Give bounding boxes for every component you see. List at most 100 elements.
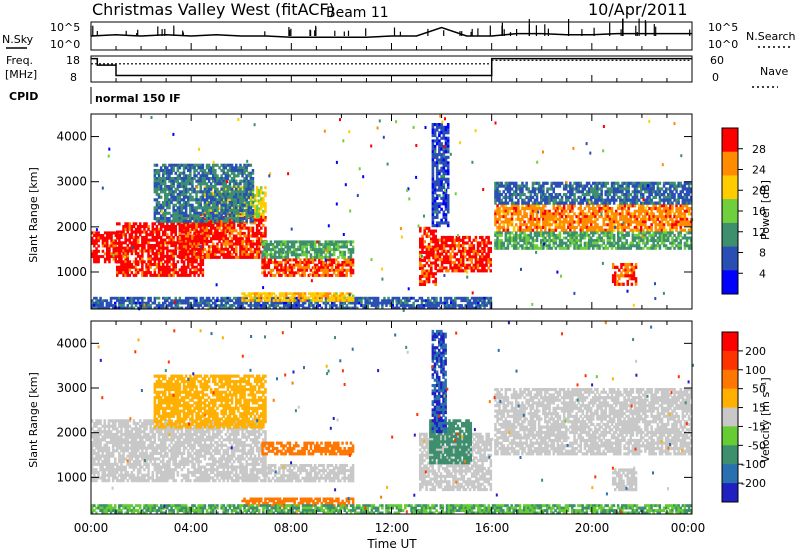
power-cell bbox=[235, 219, 238, 223]
power-cell bbox=[199, 174, 202, 178]
power-cell bbox=[523, 207, 526, 211]
power-cell bbox=[525, 195, 528, 199]
power-cell bbox=[155, 235, 159, 239]
power-cell bbox=[249, 174, 253, 178]
power-cell bbox=[540, 187, 543, 191]
power-cell bbox=[155, 233, 159, 237]
power-cell bbox=[500, 204, 503, 208]
power-cell bbox=[625, 217, 628, 221]
power-cell bbox=[245, 193, 248, 197]
power-cell bbox=[562, 220, 566, 224]
power-cell bbox=[207, 239, 211, 243]
power-cell bbox=[191, 190, 194, 194]
power-cell bbox=[230, 171, 234, 175]
power-cell bbox=[610, 231, 614, 235]
power-cell bbox=[512, 201, 516, 205]
power-cell bbox=[239, 182, 242, 186]
power-cell bbox=[498, 181, 501, 185]
power-cell bbox=[529, 215, 533, 219]
power-cell bbox=[498, 228, 501, 232]
power-cell bbox=[430, 261, 433, 265]
power-cell bbox=[621, 207, 624, 211]
power-cell bbox=[594, 217, 597, 221]
power-cell bbox=[592, 241, 595, 245]
power-cell bbox=[191, 271, 194, 275]
power-cell bbox=[442, 191, 446, 195]
power-cell bbox=[494, 217, 497, 221]
power-cell bbox=[569, 204, 572, 208]
power-cell bbox=[600, 190, 603, 194]
nsearch-tick-bottom: 10^0 bbox=[708, 38, 738, 51]
power-cell bbox=[224, 198, 228, 202]
power-cell bbox=[343, 263, 346, 267]
power-cell bbox=[191, 247, 194, 251]
power-cell bbox=[679, 244, 682, 248]
power-cell bbox=[517, 233, 520, 237]
power-cell bbox=[431, 180, 435, 184]
power-cell bbox=[421, 234, 424, 238]
power-cell bbox=[203, 190, 207, 194]
power-cell bbox=[512, 241, 516, 245]
power-cell bbox=[523, 198, 526, 202]
power-cell bbox=[335, 243, 338, 246]
power-cell bbox=[476, 266, 480, 270]
power-cell bbox=[664, 209, 668, 213]
power-cell bbox=[459, 266, 463, 270]
power-cell bbox=[249, 196, 253, 200]
power-cell bbox=[170, 219, 173, 223]
power-cell bbox=[178, 174, 182, 178]
power-cell bbox=[349, 243, 353, 246]
power-cell bbox=[243, 202, 246, 205]
power-cell bbox=[232, 203, 236, 207]
power-cell bbox=[174, 171, 177, 175]
power-cell bbox=[182, 237, 186, 241]
power-cell bbox=[203, 231, 207, 235]
power-cell bbox=[421, 240, 424, 244]
power-cell bbox=[627, 246, 630, 250]
power-cell bbox=[646, 225, 649, 229]
power-cell bbox=[506, 212, 510, 216]
power-cell bbox=[222, 217, 225, 221]
power-cell bbox=[235, 193, 238, 197]
power-cell bbox=[301, 253, 304, 257]
power-cell bbox=[212, 209, 215, 213]
power-cell bbox=[535, 212, 539, 216]
power-cell bbox=[262, 223, 265, 227]
power-cell bbox=[546, 195, 549, 199]
power-cell bbox=[585, 241, 589, 245]
power-cell bbox=[168, 268, 171, 272]
power-cell bbox=[103, 239, 107, 243]
power-cell bbox=[431, 147, 435, 151]
power-cell bbox=[178, 231, 182, 235]
power-cell bbox=[230, 218, 234, 222]
power-cell bbox=[590, 198, 593, 202]
power-cell bbox=[199, 265, 202, 269]
power-cell bbox=[180, 211, 184, 215]
power-cell bbox=[124, 249, 127, 253]
power-cell bbox=[265, 255, 268, 259]
power-cell bbox=[286, 248, 290, 252]
power-cell bbox=[249, 209, 253, 213]
power-cell bbox=[521, 184, 524, 188]
power-cell bbox=[621, 215, 624, 219]
power-cell bbox=[224, 239, 228, 243]
power-cell bbox=[531, 201, 535, 205]
power-cell bbox=[141, 244, 144, 248]
power-cell bbox=[164, 163, 167, 167]
power-cell bbox=[271, 273, 275, 277]
power-cell bbox=[575, 231, 578, 235]
power-cell bbox=[583, 233, 587, 237]
power-cell bbox=[118, 244, 121, 248]
power-cell bbox=[440, 144, 443, 148]
power-cell bbox=[489, 263, 492, 267]
power-cell bbox=[504, 184, 508, 188]
power-cell bbox=[592, 246, 595, 250]
power-cell bbox=[685, 231, 689, 235]
power-cell bbox=[425, 226, 429, 230]
power-cell bbox=[623, 225, 626, 229]
power-cell bbox=[658, 246, 662, 250]
power-cell bbox=[639, 223, 643, 227]
power-cell bbox=[442, 131, 446, 135]
power-cell bbox=[483, 255, 486, 259]
power-cell bbox=[535, 209, 539, 213]
